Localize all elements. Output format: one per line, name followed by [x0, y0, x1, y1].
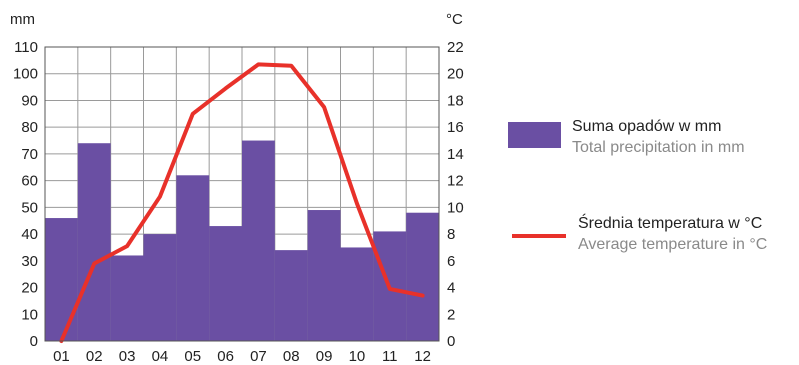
right-tick-label-4: 8	[447, 226, 455, 243]
legend-temperature-label-en: Average temperature in °C	[578, 236, 767, 253]
bar-month-07	[242, 140, 275, 341]
left-axis-unit: mm	[10, 11, 35, 28]
left-tick-label-3: 30	[21, 253, 38, 270]
bar-month-08	[274, 250, 308, 341]
bar-month-03	[110, 255, 144, 341]
x-tick-label-04: 04	[152, 348, 169, 365]
x-tick-label-03: 03	[119, 348, 136, 365]
x-tick-label-11: 11	[382, 348, 398, 365]
bar-month-04	[143, 234, 177, 341]
left-tick-label-9: 90	[21, 92, 38, 109]
left-tick-label-8: 80	[21, 119, 38, 136]
x-tick-label-01: 01	[53, 348, 70, 365]
left-tick-label-10: 100	[13, 66, 38, 83]
x-tick-label-09: 09	[316, 348, 333, 365]
legend: Suma opadów w mm Total precipitation in …	[508, 118, 767, 253]
legend-precipitation-swatch	[508, 122, 561, 148]
x-tick-label-02: 02	[86, 348, 103, 365]
x-tick-label-05: 05	[184, 348, 201, 365]
left-tick-label-0: 0	[30, 333, 38, 350]
right-tick-label-11: 22	[447, 39, 464, 56]
left-tick-label-11: 110	[14, 39, 38, 56]
bar-month-05	[176, 175, 210, 341]
plot-frame	[44, 46, 440, 342]
bar-month-12	[406, 212, 439, 341]
left-tick-label-1: 10	[21, 306, 38, 323]
precipitation-bars	[45, 140, 439, 341]
right-axis-unit: °C	[446, 11, 463, 28]
right-tick-label-7: 14	[447, 146, 464, 163]
bar-month-10	[340, 247, 374, 341]
left-tick-label-7: 70	[21, 146, 38, 163]
right-tick-label-10: 20	[447, 66, 464, 83]
right-tick-label-1: 2	[447, 306, 455, 323]
right-tick-label-6: 12	[447, 173, 464, 190]
left-tick-label-2: 20	[21, 280, 38, 297]
bar-month-09	[307, 210, 341, 341]
right-tick-label-5: 10	[447, 199, 464, 216]
left-tick-label-5: 50	[21, 199, 38, 216]
x-tick-label-12: 12	[414, 348, 431, 365]
legend-temperature-label: Średnia temperatura w °C	[578, 213, 762, 232]
right-tick-label-8: 16	[447, 119, 464, 136]
right-tick-label-0: 0	[447, 333, 455, 350]
right-tick-label-3: 6	[447, 253, 455, 270]
left-tick-label-6: 60	[21, 173, 38, 190]
right-tick-label-9: 18	[447, 92, 464, 109]
plot-border	[44, 46, 440, 342]
legend-precipitation-label: Suma opadów w mm	[572, 118, 721, 135]
bar-month-02	[77, 143, 111, 341]
axes-labels: mm °C 0102030405060708090100110024681012…	[10, 11, 464, 365]
left-tick-label-4: 40	[21, 226, 38, 243]
legend-precipitation-label-en: Total precipitation in mm	[572, 139, 745, 156]
x-tick-label-07: 07	[250, 348, 267, 365]
temperature-line	[59, 62, 425, 343]
bar-month-01	[45, 218, 78, 341]
x-tick-label-06: 06	[217, 348, 234, 365]
bar-month-06	[209, 226, 242, 341]
x-tick-label-08: 08	[283, 348, 300, 365]
right-tick-label-2: 4	[447, 280, 455, 297]
x-tick-label-10: 10	[349, 348, 366, 365]
